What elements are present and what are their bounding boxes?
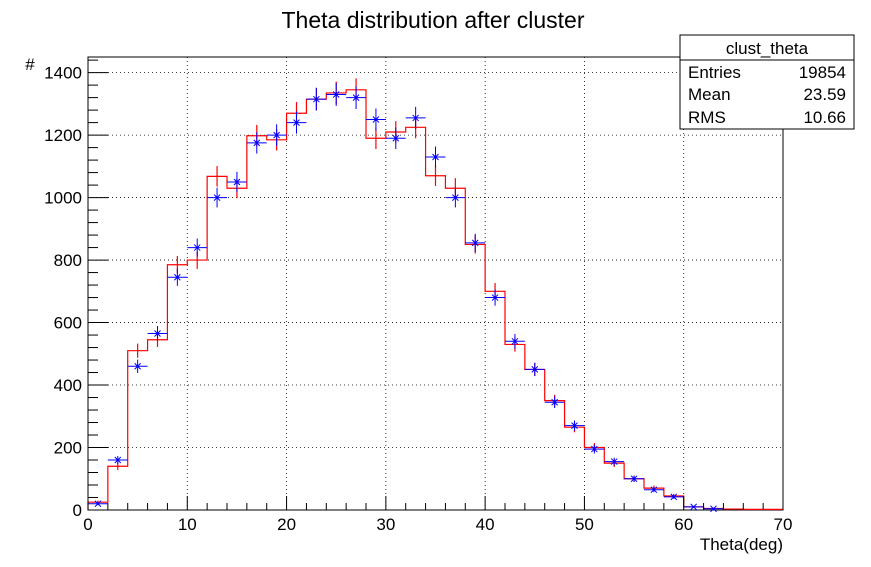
y-tick-label-1200: 1200 (44, 126, 82, 145)
blue-marker-29 (670, 493, 678, 501)
blue-marker-27 (630, 475, 638, 483)
red-histogram-line (87, 89, 784, 510)
blue-marker-7 (233, 178, 241, 186)
y-tick-label-400: 400 (54, 376, 82, 395)
blue-marker-28 (650, 486, 658, 494)
blue-marker-20 (491, 294, 499, 301)
blue-marker-25 (591, 445, 598, 453)
blue-marker-13 (352, 94, 360, 101)
blue-marker-5 (193, 244, 201, 251)
blue-marker-6 (213, 194, 221, 201)
blue-marker-10 (293, 119, 300, 126)
chart-title: Theta distribution after cluster (282, 7, 585, 33)
blue-marker-9 (273, 131, 280, 139)
blue-marker-31 (710, 505, 717, 513)
blue-marker-26 (610, 458, 618, 465)
x-tick-label-70: 70 (774, 515, 793, 534)
x-axis-title: Theta(deg) (700, 535, 783, 554)
x-tick-label-30: 30 (376, 515, 395, 534)
x-tick-label-40: 40 (476, 515, 495, 534)
blue-marker-24 (571, 422, 578, 430)
blue-marker-0 (94, 500, 102, 508)
blue-marker-18 (452, 194, 459, 201)
blue-marker-22 (531, 366, 539, 373)
stats-box-frame (679, 34, 855, 130)
y-tick-label-800: 800 (54, 251, 82, 270)
blue-marker-3 (154, 330, 161, 337)
stats-mean-value: 23.59 (803, 85, 846, 104)
stats-entries-value: 19854 (799, 63, 846, 82)
stats-rms-value: 10.66 (803, 108, 846, 127)
stats-box-title: clust_theta (726, 39, 809, 58)
axes: 0 10 20 30 40 50 60 70 0 200 400 600 800 1000 1200 1400 (44, 59, 793, 534)
red-histogram-series (87, 78, 784, 510)
blue-marker-11 (313, 95, 320, 103)
blue-marker-17 (432, 153, 439, 161)
stats-entries-label: Entries (688, 63, 741, 82)
y-tick-label-1400: 1400 (44, 64, 82, 83)
grid-lines (88, 57, 783, 510)
x-tick-label-10: 10 (178, 515, 197, 534)
blue-marker-14 (372, 116, 380, 123)
blue-marker-series (88, 83, 724, 513)
blue-marker-15 (392, 134, 400, 142)
blue-marker-12 (332, 91, 340, 98)
blue-marker-23 (551, 398, 558, 406)
blue-marker-4 (174, 273, 181, 281)
stats-mean-label: Mean (688, 85, 731, 104)
blue-marker-1 (114, 456, 122, 464)
y-tick-label-1000: 1000 (44, 189, 82, 208)
x-tick-label-50: 50 (575, 515, 594, 534)
y-tick-label-600: 600 (54, 314, 82, 333)
y-tick-label-200: 200 (54, 439, 82, 458)
x-tick-label-20: 20 (277, 515, 296, 534)
y-tick-label-0: 0 (73, 501, 82, 520)
stats-box: clust_theta Entries 19854 Mean 23.59 RMS… (679, 34, 855, 130)
x-tick-label-0: 0 (83, 515, 92, 534)
blue-marker-16 (412, 114, 419, 122)
blue-marker-8 (253, 139, 261, 147)
y-axis-title: # (25, 55, 35, 74)
blue-marker-30 (690, 503, 697, 511)
plot-frame (87, 56, 784, 511)
blue-marker-21 (511, 337, 519, 345)
stats-rms-label: RMS (688, 108, 726, 127)
blue-marker-19 (471, 239, 479, 247)
blue-marker-2 (134, 362, 141, 370)
x-tick-label-60: 60 (674, 515, 693, 534)
